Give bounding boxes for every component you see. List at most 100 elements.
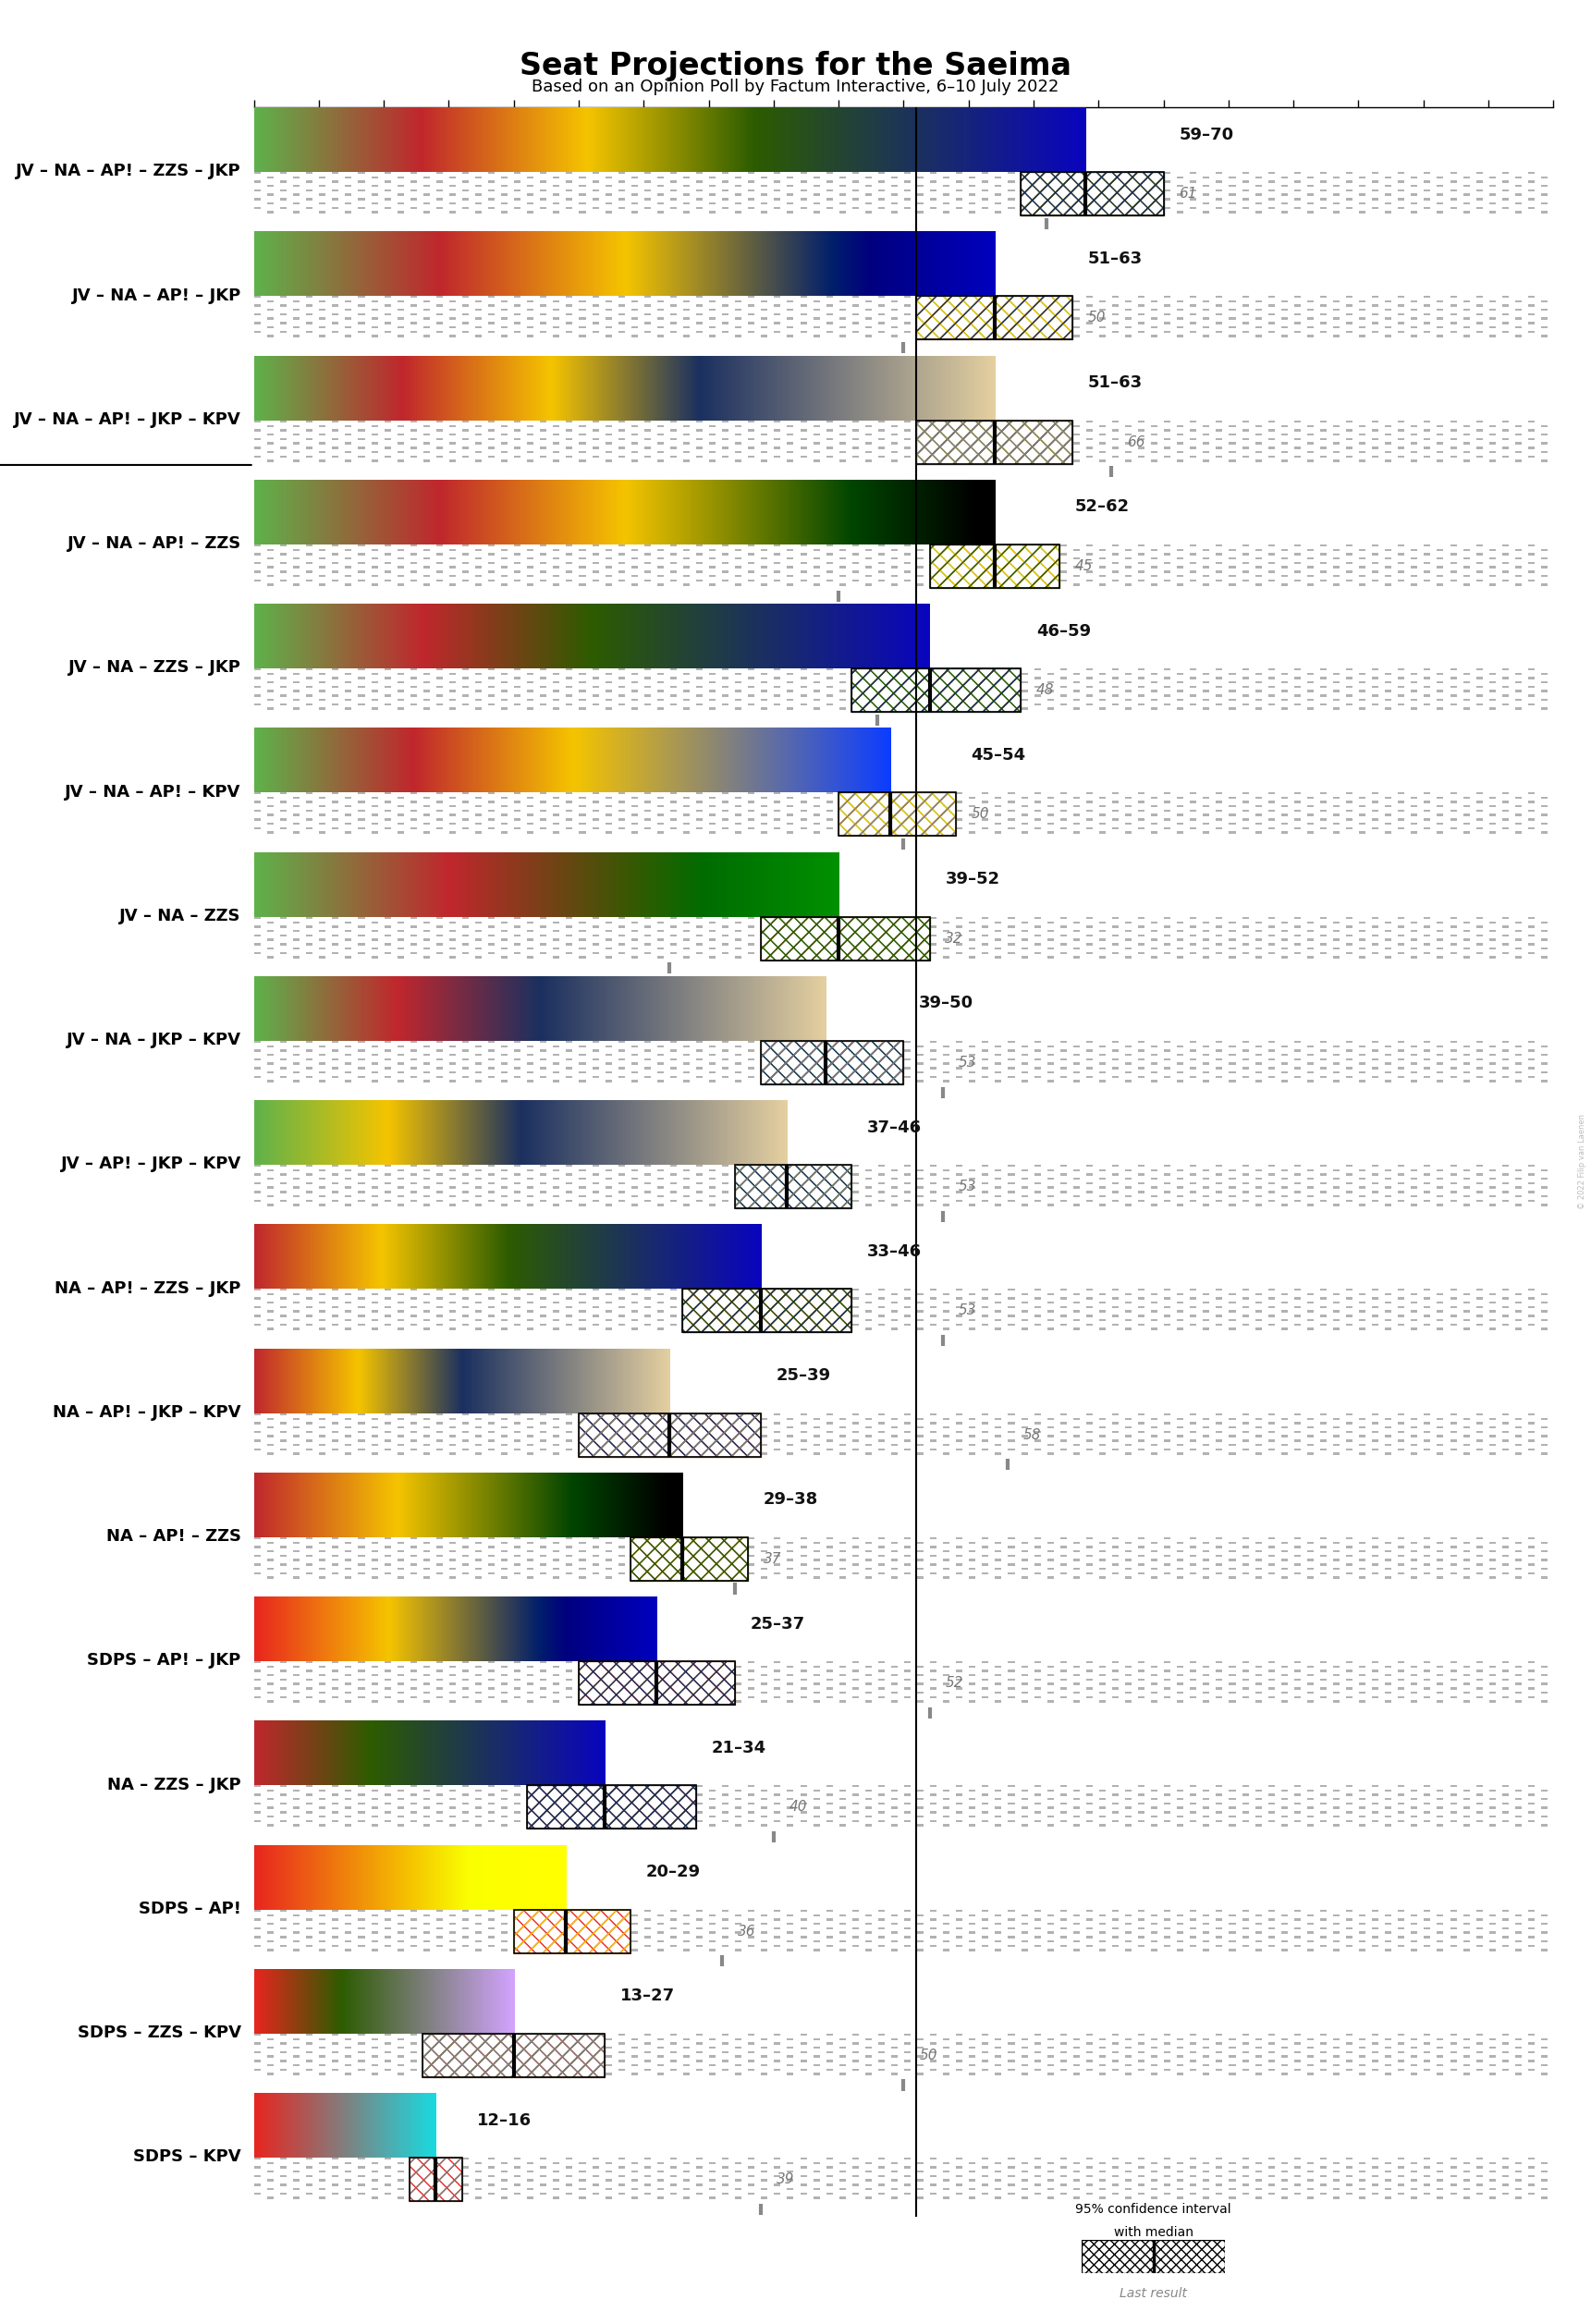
Bar (579, 1413, 760, 1457)
Text: 59–70: 59–70 (1179, 125, 1233, 144)
Text: 25–37: 25–37 (751, 1615, 805, 1631)
Text: 53: 53 (958, 1181, 977, 1195)
Bar (760, 916, 929, 960)
Bar (851, 669, 1020, 711)
Text: with median: with median (1114, 2226, 1193, 2240)
Bar (579, 1413, 760, 1457)
Bar (735, 1164, 851, 1208)
Bar (410, 2157, 461, 2201)
Bar (916, 421, 1072, 465)
Bar (527, 1785, 695, 1829)
Bar (760, 1041, 904, 1085)
Bar (929, 544, 1060, 588)
Bar (851, 669, 1020, 711)
Bar (423, 2034, 605, 2078)
Bar (1020, 172, 1163, 216)
Bar (579, 1662, 735, 1706)
Bar (514, 1910, 630, 1952)
Bar (916, 295, 1072, 339)
Bar (929, 544, 1060, 588)
Bar (735, 1164, 851, 1208)
Bar (929, 544, 1060, 588)
Bar (735, 1164, 851, 1208)
Text: 48: 48 (1036, 683, 1055, 697)
Bar (683, 1290, 851, 1332)
Text: 53: 53 (958, 1304, 977, 1318)
Bar (514, 1910, 630, 1952)
Bar (255, 792, 1553, 837)
Bar (514, 1910, 630, 1952)
Text: 51–63: 51–63 (1088, 251, 1142, 267)
Bar (579, 1413, 760, 1457)
Bar (255, 1413, 1553, 1457)
Bar (760, 916, 929, 960)
Bar (1020, 172, 1163, 216)
Bar (255, 1536, 1553, 1580)
Bar (838, 792, 956, 837)
Bar (760, 1041, 904, 1085)
Bar (916, 295, 1072, 339)
Bar (683, 1290, 851, 1332)
Text: © 2022 Filip van Laenen: © 2022 Filip van Laenen (1578, 1116, 1586, 1208)
Bar (735, 1164, 851, 1208)
Bar (579, 1662, 735, 1706)
Bar (735, 1164, 851, 1208)
Bar (255, 916, 1553, 960)
Bar (579, 1413, 760, 1457)
Bar (255, 669, 1553, 711)
Bar (579, 1662, 735, 1706)
Bar (760, 1041, 904, 1085)
Bar (410, 2157, 461, 2201)
Bar (916, 421, 1072, 465)
Bar (929, 544, 1060, 588)
Bar (423, 2034, 605, 2078)
Bar (916, 295, 1072, 339)
Text: 50: 50 (920, 2047, 937, 2061)
Bar (527, 1785, 695, 1829)
Bar (527, 1785, 695, 1829)
Text: 21–34: 21–34 (711, 1741, 765, 1757)
Bar (760, 1041, 904, 1085)
Bar (255, 1662, 1553, 1706)
Bar (683, 1290, 851, 1332)
Bar (255, 295, 1553, 339)
Text: Seat Projections for the Saeima: Seat Projections for the Saeima (520, 51, 1071, 81)
Bar (851, 669, 1020, 711)
Bar (255, 544, 1553, 588)
Bar (916, 295, 1072, 339)
Bar (929, 544, 1060, 588)
Bar (838, 792, 956, 837)
Bar (851, 669, 1020, 711)
Text: Based on an Opinion Poll by Factum Interactive, 6–10 July 2022: Based on an Opinion Poll by Factum Inter… (531, 79, 1060, 95)
Bar (838, 792, 956, 837)
Bar (579, 1662, 735, 1706)
Text: 46–59: 46–59 (1036, 623, 1091, 639)
Bar (916, 421, 1072, 465)
Text: 39–52: 39–52 (945, 872, 999, 888)
Bar (1020, 172, 1163, 216)
Bar (683, 1290, 851, 1332)
Bar (255, 1041, 1553, 1085)
Text: 40: 40 (789, 1801, 807, 1815)
Bar (255, 1910, 1553, 1952)
Bar (838, 792, 956, 837)
Bar (1020, 172, 1163, 216)
Bar (630, 1536, 748, 1580)
Bar (735, 1164, 851, 1208)
Text: 12–16: 12–16 (477, 2113, 531, 2129)
Bar (423, 2034, 605, 2078)
Bar (916, 421, 1072, 465)
Text: 29–38: 29–38 (764, 1492, 818, 1508)
Bar (255, 421, 1553, 465)
Text: 39: 39 (776, 2173, 794, 2187)
Text: 95% confidence interval: 95% confidence interval (1076, 2203, 1231, 2217)
Bar (683, 1290, 851, 1332)
Bar (1020, 172, 1163, 216)
Bar (760, 1041, 904, 1085)
Bar (630, 1536, 748, 1580)
Text: 66: 66 (1126, 435, 1146, 449)
Bar (1020, 172, 1163, 216)
Bar (410, 2157, 461, 2201)
Bar (916, 421, 1072, 465)
Text: 39–50: 39–50 (920, 995, 974, 1011)
